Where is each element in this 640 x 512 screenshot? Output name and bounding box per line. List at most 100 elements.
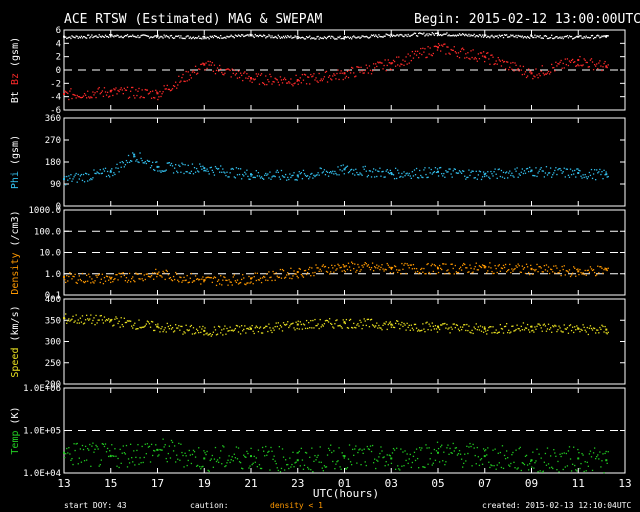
- scatter-dot-temp: [106, 447, 109, 450]
- scatter-dot-temp: [419, 446, 421, 449]
- scatter-dot-speed: [199, 326, 201, 328]
- scatter-dot-density: [450, 263, 452, 265]
- scatter-dot-temp: [187, 459, 189, 462]
- scatter-dot-phi: [235, 167, 238, 169]
- scatter-dot-density: [374, 266, 376, 268]
- scatter-dot-temp: [324, 466, 327, 468]
- scatter-dot-phi: [451, 176, 453, 178]
- scatter-dot-speed: [414, 323, 417, 326]
- scatter-dot-phi: [138, 161, 140, 164]
- scatter-dot-density: [141, 278, 143, 280]
- scatter-dot-temp: [381, 450, 383, 452]
- scatter-dot-bz: [368, 65, 371, 67]
- scatter-dot-phi: [197, 170, 199, 172]
- scatter-dot-phi: [422, 176, 424, 179]
- scatter-dot-density: [375, 267, 377, 269]
- scatter-dot-bz: [164, 88, 166, 90]
- scatter-dot-density: [338, 264, 340, 267]
- scatter-dot-phi: [315, 174, 317, 177]
- scatter-dot-bz: [539, 75, 541, 77]
- scatter-dot-temp: [449, 447, 451, 450]
- scatter-dot-phi: [264, 174, 266, 176]
- scatter-dot-speed: [204, 327, 206, 329]
- scatter-dot-bt: [73, 36, 75, 38]
- scatter-dot-bt: [115, 35, 117, 38]
- scatter-dot-temp: [525, 454, 528, 457]
- y-tick-label-magnetic-field-0: 6: [56, 26, 61, 36]
- scatter-dot-density: [332, 267, 334, 269]
- scatter-dot-phi: [324, 174, 327, 176]
- scatter-dot-density: [276, 275, 278, 277]
- scatter-dot-temp: [88, 449, 90, 451]
- scatter-dot-temp: [147, 446, 150, 448]
- scatter-dot-bt: [326, 36, 329, 38]
- scatter-dot-bz: [116, 93, 118, 95]
- scatter-dot-phi: [570, 173, 573, 176]
- scatter-dot-density: [308, 268, 310, 271]
- scatter-dot-bz: [142, 96, 144, 99]
- scatter-dot-speed: [540, 327, 542, 329]
- scatter-dot-phi: [415, 167, 418, 170]
- scatter-dot-bt: [330, 37, 332, 39]
- scatter-dot-density: [76, 282, 78, 285]
- scatter-dot-speed: [486, 333, 488, 335]
- scatter-dot-speed: [237, 331, 240, 333]
- scatter-dot-bt: [413, 32, 416, 34]
- scatter-dot-temp: [299, 465, 301, 467]
- scatter-dot-density: [216, 280, 219, 283]
- scatter-dot-temp: [411, 461, 414, 464]
- scatter-dot-phi: [360, 173, 362, 175]
- scatter-dot-bt: [462, 33, 464, 35]
- scatter-dot-density: [409, 264, 411, 266]
- scatter-dot-bt: [397, 34, 399, 36]
- scatter-dot-temp: [160, 449, 162, 451]
- scatter-dot-bt: [77, 37, 79, 39]
- scatter-dot-temp: [253, 455, 255, 458]
- y-tick-label-density-3: 1.0: [45, 270, 61, 280]
- scatter-dot-bt: [198, 35, 200, 37]
- scatter-dot-bz: [337, 69, 339, 71]
- scatter-dot-temp: [403, 465, 405, 467]
- scatter-dot-bz: [589, 59, 592, 61]
- scatter-dot-bz: [211, 61, 213, 64]
- scatter-dot-bt: [581, 37, 583, 39]
- scatter-dot-phi: [301, 178, 304, 180]
- scatter-dot-bt: [448, 34, 450, 36]
- scatter-dot-phi: [587, 176, 589, 178]
- scatter-dot-bz: [147, 93, 150, 95]
- scatter-dot-density: [243, 277, 245, 279]
- scatter-dot-bt: [112, 35, 114, 37]
- scatter-dot-temp: [337, 460, 339, 462]
- scatter-dot-bz: [64, 90, 66, 92]
- x-tick-label-1: 15: [104, 477, 117, 490]
- scatter-dot-speed: [343, 321, 345, 323]
- scatter-dot-temp: [320, 461, 322, 463]
- scatter-dot-bz: [323, 76, 326, 78]
- scatter-dot-speed: [352, 327, 354, 329]
- scatter-dot-bt: [245, 34, 247, 37]
- scatter-dot-speed: [503, 325, 506, 328]
- scatter-dot-density: [437, 271, 440, 274]
- scatter-dot-temp: [530, 460, 532, 463]
- scatter-dot-bz: [413, 53, 416, 55]
- scatter-dot-bz: [249, 80, 251, 82]
- scatter-dot-bz: [529, 71, 531, 73]
- scatter-dot-bt: [233, 37, 235, 39]
- scatter-dot-speed: [489, 326, 491, 328]
- scatter-dot-density: [293, 270, 295, 272]
- data-point-phi-2: [133, 153, 136, 156]
- scatter-dot-density: [446, 270, 448, 272]
- scatter-dot-density: [364, 261, 366, 264]
- data-point-phi-9: [437, 170, 439, 173]
- scatter-dot-density: [434, 265, 437, 267]
- scatter-dot-bt: [319, 36, 321, 39]
- scatter-dot-bz: [82, 95, 85, 97]
- scatter-dot-temp: [254, 461, 256, 463]
- x-tick-label-7: 03: [385, 477, 398, 490]
- scatter-dot-bt: [144, 34, 146, 36]
- scatter-dot-temp: [230, 459, 232, 461]
- scatter-dot-bz: [238, 76, 241, 79]
- scatter-dot-bt: [522, 37, 525, 39]
- scatter-dot-bz: [582, 64, 584, 66]
- scatter-dot-speed: [399, 328, 401, 330]
